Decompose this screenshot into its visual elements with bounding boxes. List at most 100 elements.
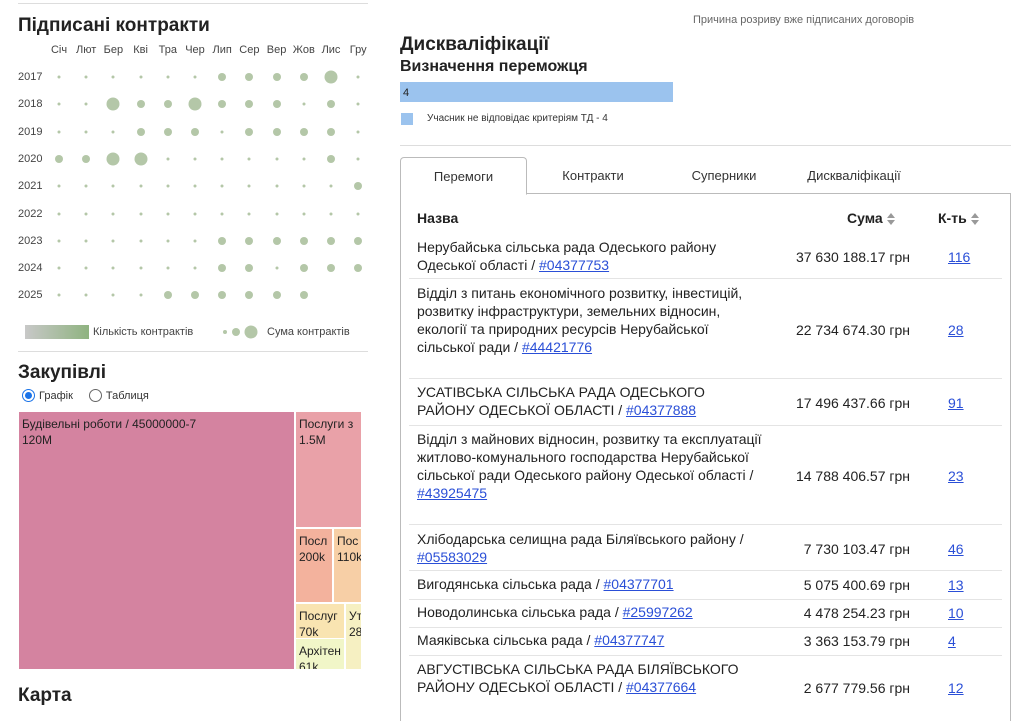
contract-bubble[interactable] (84, 266, 88, 270)
contract-bubble[interactable] (139, 293, 143, 297)
contract-bubble[interactable] (356, 75, 360, 79)
contract-bubble[interactable] (220, 130, 224, 134)
sort-icon[interactable] (970, 213, 979, 226)
treemap-tile[interactable]: Посл 200k (295, 528, 333, 603)
contract-bubble[interactable] (193, 212, 197, 215)
contract-bubble[interactable] (84, 75, 88, 79)
column-header-count[interactable]: К-ть (938, 210, 979, 226)
contract-bubble[interactable] (166, 157, 170, 161)
row-code-link[interactable]: #44421776 (521, 339, 593, 355)
contract-bubble[interactable] (57, 212, 61, 215)
contract-bubble[interactable] (111, 266, 115, 270)
contract-bubble[interactable] (324, 70, 338, 84)
row-count-link[interactable]: 23 (948, 468, 964, 484)
contract-bubble[interactable] (272, 73, 281, 81)
contract-bubble[interactable] (302, 157, 306, 161)
contract-bubble[interactable] (106, 97, 120, 111)
contract-bubble[interactable] (139, 212, 143, 215)
contract-bubble[interactable] (166, 184, 170, 188)
treemap-tile[interactable]: Будівельні роботи / 45000000-7 120M (18, 411, 295, 670)
tab-wins[interactable]: Перемоги (400, 157, 527, 195)
contract-bubble[interactable] (111, 130, 115, 134)
contract-bubble[interactable] (84, 293, 88, 297)
contract-bubble[interactable] (84, 184, 88, 188)
contract-bubble[interactable] (272, 127, 281, 136)
tab-disqualifications[interactable]: Дискваліфікації (807, 168, 901, 183)
contract-bubble[interactable] (275, 266, 279, 270)
row-count-link[interactable]: 13 (948, 577, 964, 593)
contract-bubble[interactable] (57, 102, 61, 106)
contract-bubble[interactable] (302, 212, 306, 215)
contract-bubble[interactable] (245, 73, 254, 81)
contract-bubble[interactable] (327, 264, 335, 273)
contract-bubble[interactable] (57, 130, 61, 134)
contract-bubble[interactable] (191, 291, 199, 300)
contract-bubble[interactable] (218, 291, 227, 300)
contract-bubble[interactable] (354, 236, 363, 245)
contract-bubble[interactable] (272, 100, 281, 109)
contract-bubble[interactable] (356, 102, 360, 106)
contract-bubble[interactable] (218, 100, 227, 109)
contract-bubble[interactable] (327, 127, 335, 136)
contract-bubble[interactable] (275, 184, 279, 188)
contract-bubble[interactable] (193, 266, 197, 270)
contract-bubble[interactable] (299, 236, 308, 245)
contract-bubble[interactable] (57, 266, 61, 270)
contract-bubble[interactable] (245, 236, 254, 245)
contract-bubble[interactable] (245, 264, 254, 273)
contract-bubble[interactable] (193, 239, 197, 243)
contract-bubble[interactable] (329, 184, 333, 188)
row-count-link[interactable]: 4 (948, 633, 956, 649)
contract-bubble[interactable] (247, 184, 251, 188)
row-count-link[interactable]: 12 (948, 680, 964, 696)
contract-bubble[interactable] (111, 212, 115, 215)
row-count-link[interactable]: 91 (948, 395, 964, 411)
graph-radio[interactable] (22, 389, 35, 402)
row-code-link[interactable]: #04377753 (539, 257, 610, 273)
contract-bubble[interactable] (327, 154, 335, 163)
contract-bubble[interactable] (57, 184, 61, 188)
contract-bubble[interactable] (57, 293, 61, 297)
contract-bubble[interactable] (245, 100, 254, 109)
disqualification-bar[interactable]: 4 (400, 82, 673, 102)
row-count-link[interactable]: 10 (948, 605, 964, 621)
contract-bubble[interactable] (136, 100, 145, 109)
contract-bubble[interactable] (111, 293, 115, 297)
contract-bubble[interactable] (57, 239, 61, 243)
contract-bubble[interactable] (84, 130, 88, 134)
contract-bubble[interactable] (218, 264, 227, 273)
contract-bubble[interactable] (299, 264, 308, 273)
contract-bubble[interactable] (354, 264, 363, 273)
table-radio[interactable] (88, 389, 102, 402)
row-count-link[interactable]: 28 (948, 322, 964, 338)
contract-bubble[interactable] (299, 291, 308, 300)
table-radio-label[interactable]: Таблиця (105, 389, 149, 402)
contract-bubble[interactable] (111, 75, 115, 79)
contract-bubble[interactable] (245, 291, 254, 300)
treemap-tile[interactable]: Пос 110k (333, 528, 362, 603)
tab-competitors[interactable]: Суперники (691, 168, 757, 183)
contract-bubble[interactable] (218, 236, 227, 245)
contract-bubble[interactable] (302, 184, 306, 188)
row-code-link[interactable]: #04377747 (594, 632, 665, 648)
contract-bubble[interactable] (163, 127, 172, 136)
sort-icon[interactable] (886, 213, 895, 226)
contract-bubble[interactable] (166, 75, 170, 79)
contract-bubble[interactable] (84, 212, 88, 215)
contract-bubble[interactable] (106, 152, 120, 166)
row-count-link[interactable]: 116 (948, 249, 971, 265)
contract-bubble[interactable] (299, 73, 308, 81)
contract-bubble[interactable] (84, 239, 88, 243)
treemap-tile[interactable]: Ут 28 (345, 603, 362, 670)
row-code-link[interactable]: #05583029 (417, 549, 488, 565)
contract-bubble[interactable] (84, 102, 88, 106)
row-code-link[interactable]: #04377888 (626, 402, 697, 418)
contract-bubble[interactable] (188, 97, 202, 111)
contract-bubble[interactable] (166, 212, 170, 215)
column-header-name[interactable]: Назва (417, 210, 459, 226)
contract-bubble[interactable] (82, 154, 91, 163)
column-header-sum[interactable]: Сума (847, 210, 895, 226)
contract-bubble[interactable] (136, 127, 145, 136)
contract-bubble[interactable] (193, 157, 197, 161)
contract-bubble[interactable] (327, 236, 335, 245)
